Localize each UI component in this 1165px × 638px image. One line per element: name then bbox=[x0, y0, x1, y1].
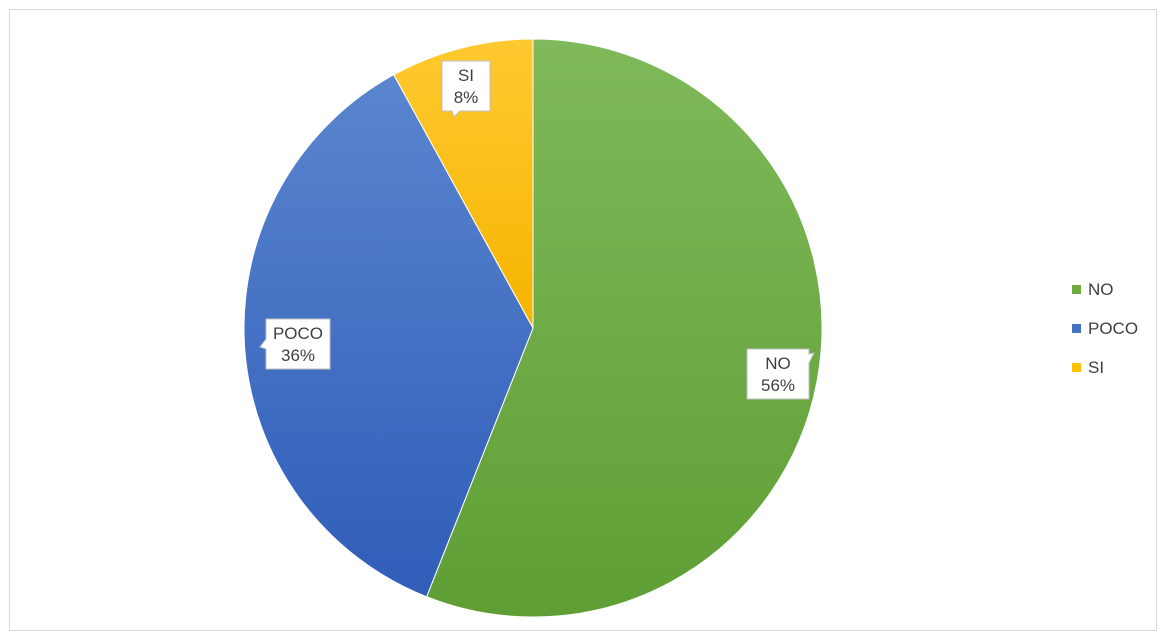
legend-label: NO bbox=[1088, 279, 1114, 299]
legend: NO POCO SI bbox=[1072, 270, 1138, 387]
pie-slice-poco bbox=[243, 74, 534, 598]
data-label-si: SI 8% bbox=[441, 60, 491, 118]
data-label-value: 56% bbox=[761, 376, 795, 395]
legend-label: POCO bbox=[1088, 318, 1139, 338]
data-label-category: POCO bbox=[273, 324, 323, 343]
legend-swatch bbox=[1072, 285, 1081, 294]
legend-item-poco: POCO bbox=[1072, 309, 1138, 348]
data-label-poco: POCO 36% bbox=[259, 318, 331, 370]
legend-item-si: SI bbox=[1072, 348, 1138, 387]
pie-slice-si bbox=[393, 38, 534, 329]
data-label-value: 8% bbox=[454, 88, 479, 107]
legend-swatch bbox=[1072, 363, 1081, 372]
legend-swatch bbox=[1072, 324, 1081, 333]
data-label-category: NO bbox=[765, 354, 791, 373]
data-label-value: 36% bbox=[281, 346, 315, 365]
pie-data-labels: NO 56% POCO 36% SI 8% bbox=[259, 60, 815, 400]
data-label-no: NO 56% bbox=[746, 348, 815, 400]
legend-item-no: NO bbox=[1072, 270, 1138, 309]
data-label-category: SI bbox=[458, 66, 474, 85]
pie-slices bbox=[243, 38, 823, 618]
legend-label: SI bbox=[1088, 357, 1105, 377]
pie-slice-no bbox=[425, 38, 823, 618]
